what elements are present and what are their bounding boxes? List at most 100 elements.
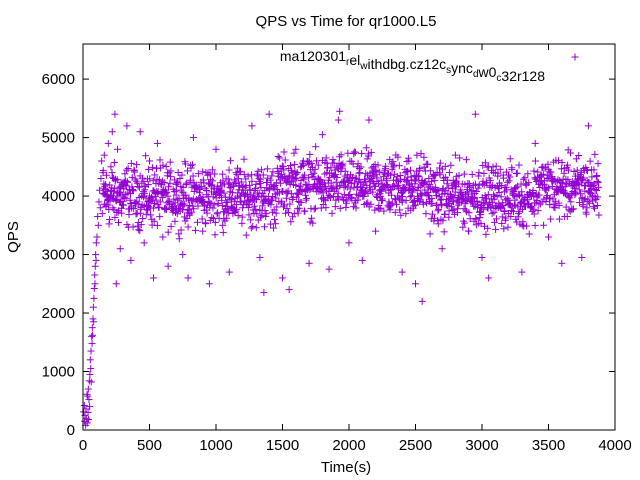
data-point <box>496 165 504 173</box>
data-point <box>149 274 157 282</box>
data-point <box>499 201 507 209</box>
data-point <box>436 159 444 167</box>
data-point <box>572 189 580 197</box>
data-point <box>160 185 168 193</box>
legend-label: ma120301relwithdbg.cz12csyncdw0c32r128 <box>280 48 545 84</box>
data-point <box>182 181 190 189</box>
data-point <box>451 210 459 218</box>
data-point <box>162 206 170 214</box>
data-point <box>306 150 314 158</box>
data-point <box>143 205 151 213</box>
data-point <box>329 184 337 192</box>
data-point <box>292 145 300 153</box>
data-point <box>332 196 340 204</box>
data-point <box>387 191 395 199</box>
data-point <box>555 157 563 165</box>
data-point <box>120 194 128 202</box>
data-point <box>539 170 547 178</box>
data-point <box>531 157 539 165</box>
x-tick-label: 1500 <box>266 437 299 454</box>
data-point <box>305 174 313 182</box>
data-point <box>555 215 563 223</box>
data-point <box>580 196 588 204</box>
data-point <box>590 202 598 210</box>
data-point <box>87 347 95 355</box>
data-point <box>290 210 298 218</box>
data-point <box>159 161 167 169</box>
data-point <box>166 158 174 166</box>
data-point <box>583 166 591 174</box>
data-point <box>477 211 485 219</box>
data-point <box>193 218 201 226</box>
data-point <box>208 166 216 174</box>
data-point <box>342 182 350 190</box>
data-point <box>214 200 222 208</box>
data-point <box>519 218 527 226</box>
data-point <box>94 213 102 221</box>
data-point <box>479 206 487 214</box>
data-point <box>165 169 173 177</box>
legend-marker-icon <box>571 53 579 61</box>
data-point <box>412 280 419 288</box>
data-point <box>322 183 330 191</box>
data-point <box>454 209 462 217</box>
data-point <box>386 186 394 194</box>
data-point <box>111 110 119 118</box>
data-point <box>583 204 591 212</box>
data-point <box>465 227 473 235</box>
data-point <box>258 166 266 174</box>
data-point <box>531 139 539 147</box>
data-point <box>146 175 154 183</box>
data-point <box>240 155 248 163</box>
data-point <box>148 164 156 172</box>
data-point <box>254 167 262 175</box>
data-point <box>279 274 286 282</box>
data-point <box>100 151 108 159</box>
data-point <box>441 210 449 218</box>
data-point <box>150 199 158 207</box>
data-point <box>514 182 522 190</box>
data-point <box>327 164 335 172</box>
data-point <box>297 198 305 206</box>
data-point <box>473 187 481 195</box>
data-point <box>430 172 438 180</box>
data-point <box>545 184 553 192</box>
data-point <box>154 189 162 197</box>
data-point <box>186 176 194 184</box>
data-point <box>405 157 413 165</box>
data-point <box>512 183 520 191</box>
data-point <box>428 199 436 207</box>
data-point <box>333 173 341 181</box>
data-point <box>483 163 491 171</box>
y-tick-label: 6000 <box>42 71 75 88</box>
data-point <box>262 210 270 218</box>
data-point <box>347 180 355 188</box>
data-point <box>283 205 291 213</box>
data-point <box>434 220 442 228</box>
data-point <box>123 166 131 174</box>
data-point <box>282 209 290 217</box>
data-point <box>388 199 396 207</box>
data-point <box>479 177 487 185</box>
data-point <box>498 202 506 210</box>
data-point <box>207 200 215 208</box>
data-point <box>504 223 512 231</box>
data-point <box>571 191 579 199</box>
data-point <box>290 149 298 157</box>
data-point <box>217 186 225 194</box>
data-point <box>87 365 95 373</box>
data-point <box>213 183 221 191</box>
data-point <box>383 175 391 183</box>
data-point <box>426 167 434 175</box>
data-point <box>272 194 280 202</box>
data-point <box>518 221 526 229</box>
data-point <box>167 167 175 175</box>
y-axis-label: QPS <box>5 221 22 253</box>
data-point <box>530 210 538 218</box>
data-point <box>492 162 500 170</box>
data-point <box>431 177 439 185</box>
data-point <box>428 210 436 218</box>
data-point <box>162 163 170 171</box>
data-point <box>94 221 102 229</box>
data-point <box>500 174 508 182</box>
